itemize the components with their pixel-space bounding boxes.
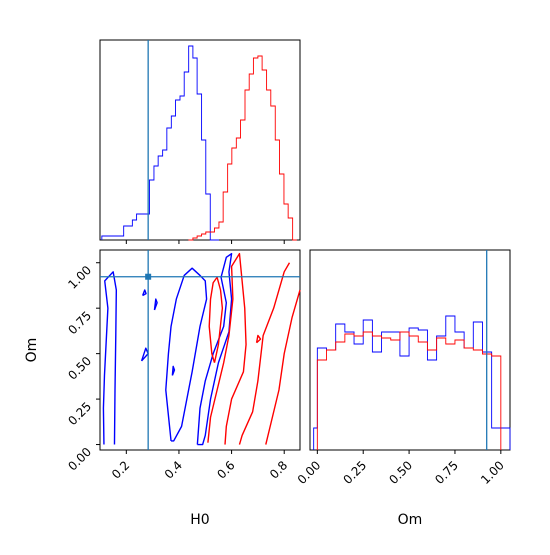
panel-h0-marginal-content bbox=[101, 40, 297, 241]
joint-ytick-label-1: 0.25 bbox=[65, 399, 94, 428]
contour-6 bbox=[171, 365, 176, 376]
om-xtick-label-4: 1.00 bbox=[478, 458, 507, 487]
om-xtick-label-2: 0.50 bbox=[386, 458, 415, 487]
contour-3 bbox=[165, 267, 208, 442]
om-xtick-label-0: 0.00 bbox=[295, 458, 324, 487]
joint-xtick-label-3: 0.8 bbox=[267, 458, 290, 481]
h0-hist-series-0 bbox=[101, 45, 219, 241]
joint-truth-marker bbox=[145, 273, 152, 280]
panel-joint-frame bbox=[99, 249, 301, 451]
om-hist-series-0 bbox=[313, 315, 511, 450]
h0-hist-series-1 bbox=[188, 55, 297, 241]
joint-ytick-label-0: 0.00 bbox=[65, 445, 94, 474]
joint-xtick-label-0: 0.2 bbox=[109, 458, 132, 481]
contour-2 bbox=[141, 289, 147, 297]
contour-0 bbox=[102, 271, 118, 445]
panel-h0-marginal-ticks bbox=[125, 240, 285, 244]
joint-ytick-label-2: 0.50 bbox=[65, 354, 94, 383]
contour-7 bbox=[208, 276, 224, 363]
contour-8 bbox=[207, 252, 247, 445]
panel-joint-content bbox=[100, 250, 301, 450]
joint-ytick-label-4: 1.00 bbox=[65, 263, 94, 292]
panel-om-marginal-ticks: 0.00 0.25 0.50 0.75 1.00 bbox=[295, 450, 507, 487]
contour-11 bbox=[255, 334, 262, 344]
om-xtick-label-1: 0.25 bbox=[341, 458, 370, 487]
joint-ytick-label-3: 0.75 bbox=[65, 308, 94, 337]
panel-joint: 0.2 0.4 0.6 0.8 0.00 0.25 0.50 0.75 1.00 H0 Om bbox=[24, 249, 301, 528]
contour-9 bbox=[238, 262, 291, 445]
joint-xtick-label-1: 0.4 bbox=[162, 458, 185, 481]
om-hist-series-1 bbox=[316, 331, 502, 450]
contour-1 bbox=[140, 347, 149, 362]
joint-xlabel: H0 bbox=[190, 512, 209, 528]
om-xtick-label-3: 0.75 bbox=[432, 458, 461, 487]
joint-ylabel: Om bbox=[24, 338, 40, 363]
panel-om-marginal-content bbox=[313, 250, 511, 450]
panel-h0-marginal bbox=[99, 39, 301, 244]
contour-4 bbox=[196, 252, 233, 446]
om-marginal-xlabel: Om bbox=[398, 512, 423, 528]
contour-5 bbox=[153, 298, 158, 311]
contour-10 bbox=[265, 289, 301, 445]
panel-om-marginal: 0.00 0.25 0.50 0.75 1.00 Om bbox=[295, 249, 511, 528]
joint-xtick-label-2: 0.6 bbox=[214, 458, 237, 481]
panel-h0-marginal-frame bbox=[99, 39, 301, 241]
